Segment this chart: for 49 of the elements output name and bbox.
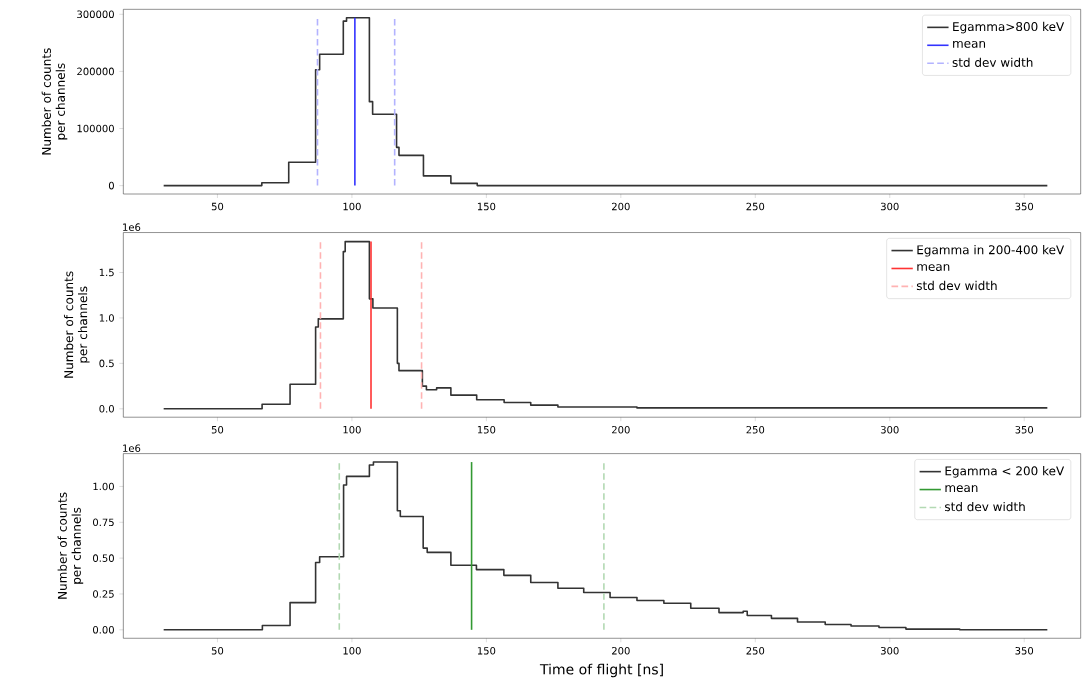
y-axis-title: Number of counts per channels [41,48,68,155]
x-tick-label: 300 [880,646,899,655]
y-axis-title: Number of counts per channels [63,271,90,378]
x-tick-label: 50 [211,202,224,211]
legend-label: std dev width [916,280,997,291]
x-tick-label: 100 [343,202,361,211]
x-tick-label: 350 [1015,202,1034,211]
legend-label: Egamma in 200-400 keV [917,245,1065,257]
x-tick-label: 300 [880,202,899,211]
x-tick-label: 150 [477,646,496,655]
y-tick-label: 100000 [77,124,114,133]
x-tick-label: 100 [343,425,361,434]
x-tick-label: 50 [211,425,224,434]
legend-label: Egamma>800 keV [953,21,1065,34]
legend-label: std dev width [952,57,1033,67]
y-tick-label: 0 [108,181,114,190]
x-tick-label: 350 [1015,646,1034,655]
legend-label: std dev width [945,501,1025,512]
x-tick-label: 150 [477,202,496,211]
y-tick-label: 1.5 [99,268,114,277]
x-tick-label: 50 [211,646,224,655]
y-tick-label: 1.0 [99,314,114,322]
legend-label: mean [953,40,986,48]
y-tick-label: 200000 [77,67,114,76]
y-tick-label: 0.50 [93,554,114,562]
x-tick-label: 350 [1015,425,1034,434]
y-axis-title: Number of counts per channels [57,492,84,599]
x-tick-label: 150 [477,425,496,434]
x-tick-label: 250 [746,202,765,211]
text: 1e6 [123,223,141,231]
legend-label: Egamma < 200 keV [945,466,1065,478]
x-axis-title: Time of flight [ns] [539,663,663,678]
x-tick-label: 250 [746,646,765,655]
text: 1e6 [123,444,141,453]
x-tick-label: 200 [612,425,630,434]
x-tick-label: 200 [612,646,630,655]
y-tick-label: 300000 [77,10,114,19]
y-tick-label: 0.5 [99,359,114,368]
y-tick-label: 0.75 [93,518,114,527]
y-tick-label: 1.00 [93,482,114,491]
y-tick-label: 0.00 [93,626,114,634]
x-tick-label: 200 [612,202,630,211]
x-tick-label: 250 [746,425,765,434]
x-tick-label: 100 [343,646,361,655]
y-tick-label: 0.25 [93,590,114,598]
y-tick-label: 0.0 [99,405,114,413]
legend-label: mean [945,485,978,493]
legend-label: mean [917,264,950,272]
x-tick-label: 300 [880,425,899,434]
